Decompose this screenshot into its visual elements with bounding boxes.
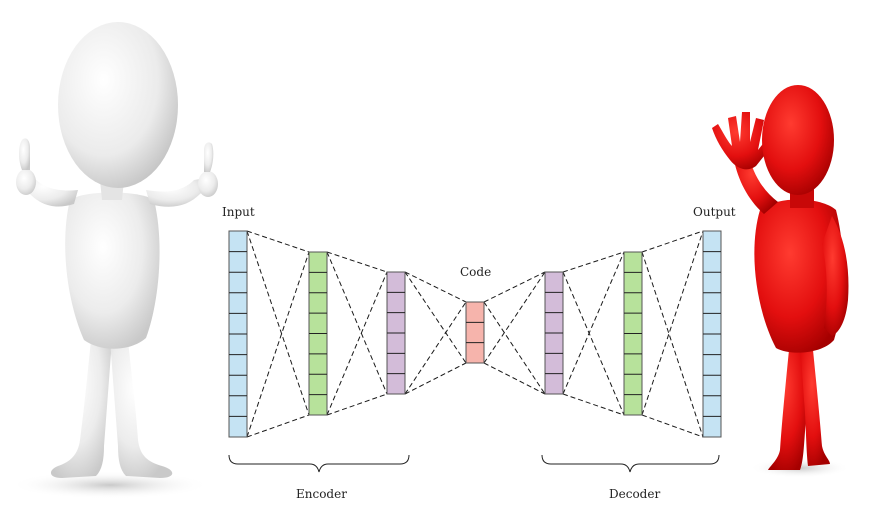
connection-line [404, 271, 467, 303]
connection-line [483, 271, 546, 364]
code-layer [465, 301, 485, 364]
connection-line [483, 271, 546, 303]
decoder-label: Decoder [609, 487, 660, 501]
decoder-hidden-2 [623, 251, 643, 416]
encoder-label: Encoder [296, 487, 347, 501]
encoder-brace [228, 454, 410, 473]
connection-line [326, 251, 388, 273]
encoder-hidden-1 [308, 251, 328, 416]
connection-line [246, 251, 310, 438]
connection-line [404, 301, 467, 395]
connection-line [404, 271, 467, 364]
connection-line [562, 271, 625, 416]
encoder-hidden-2 [386, 271, 406, 395]
input-label: Input [222, 205, 255, 219]
connection-line [246, 414, 310, 438]
connection-line [326, 271, 388, 416]
decoder-brace [541, 454, 720, 473]
connection-line [483, 301, 546, 395]
connection-line [483, 362, 546, 395]
connection-line [326, 251, 388, 395]
connection-line [641, 230, 704, 416]
connection-line [562, 251, 625, 395]
connection-line [326, 393, 388, 416]
code-layer-box [465, 301, 485, 364]
code-label: Code [460, 265, 491, 279]
connection-line [641, 414, 704, 438]
connection-line [404, 362, 467, 395]
connection-line [562, 393, 625, 416]
decoder-hidden-1 [544, 271, 564, 395]
waving-person-icon [712, 85, 850, 478]
output-layer [702, 230, 722, 438]
output-label: Output [693, 205, 736, 219]
connection-line [641, 251, 704, 438]
thumbs-up-person-icon [10, 22, 218, 499]
autoencoder-diagram [228, 230, 722, 438]
connection-line [246, 230, 310, 253]
input-layer [228, 230, 248, 438]
connection-line [641, 230, 704, 253]
connection-line [246, 230, 310, 416]
connection-line [562, 251, 625, 273]
